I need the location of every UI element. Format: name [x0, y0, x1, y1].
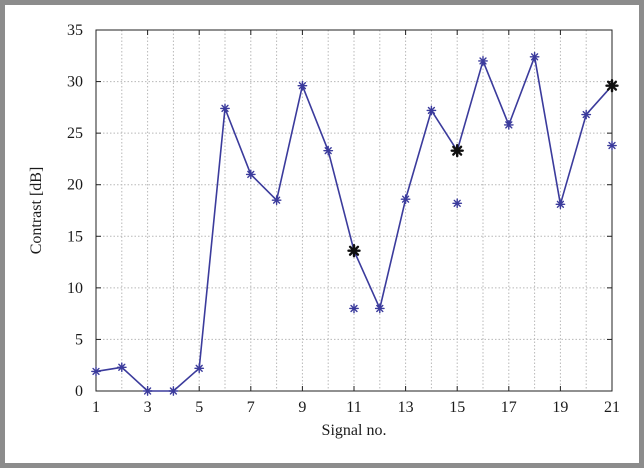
x-tick-label: 11	[346, 399, 361, 416]
y-tick-label: 30	[67, 74, 83, 91]
series-point	[116, 362, 127, 373]
x-tick-label: 19	[552, 399, 568, 416]
series-point	[245, 169, 256, 180]
alternate-point	[452, 198, 463, 209]
x-tick-label: 7	[247, 399, 255, 416]
y-axis-label: Contrast [dB]	[28, 167, 45, 255]
y-tick-label: 0	[75, 383, 83, 400]
grid	[96, 30, 612, 391]
series-point	[555, 199, 566, 210]
alternate-point	[349, 303, 359, 314]
series-point	[142, 386, 153, 396]
plot-area-border	[95, 29, 613, 392]
x-tick-label: 9	[298, 399, 306, 416]
series-point	[426, 105, 437, 116]
x-tick-label: 15	[449, 399, 465, 416]
y-tick-label: 20	[67, 177, 83, 194]
series-point	[581, 109, 592, 120]
series-point	[503, 119, 514, 130]
highlight-point	[347, 244, 361, 258]
alternate-point	[607, 140, 617, 151]
series-point	[91, 366, 101, 377]
y-tick-label: 10	[67, 280, 83, 297]
series-point	[323, 145, 334, 156]
axes	[95, 29, 613, 392]
highlight-point	[605, 78, 619, 93]
x-tick-label: 17	[501, 399, 517, 416]
x-axis-label: Signal no.	[322, 422, 387, 439]
series-point	[194, 363, 205, 374]
series-point	[374, 303, 385, 314]
y-tick-label: 25	[67, 125, 83, 142]
y-tick-label: 35	[67, 22, 83, 39]
y-tick-label: 15	[67, 228, 83, 245]
x-tick-label: 5	[195, 399, 203, 416]
x-tick-label: 13	[398, 399, 414, 416]
series-point	[297, 80, 308, 91]
series-point	[478, 56, 488, 66]
y-tick-label: 5	[75, 331, 83, 348]
series-point	[168, 386, 179, 396]
markers	[91, 51, 619, 396]
series-point	[529, 51, 540, 62]
series-point	[271, 195, 282, 206]
highlight-point	[450, 143, 464, 158]
x-tick-label: 3	[144, 399, 152, 416]
x-tick-label: 1	[92, 399, 100, 416]
series-point	[400, 194, 411, 205]
x-tick-label: 21	[604, 399, 620, 416]
series-point	[220, 103, 230, 114]
